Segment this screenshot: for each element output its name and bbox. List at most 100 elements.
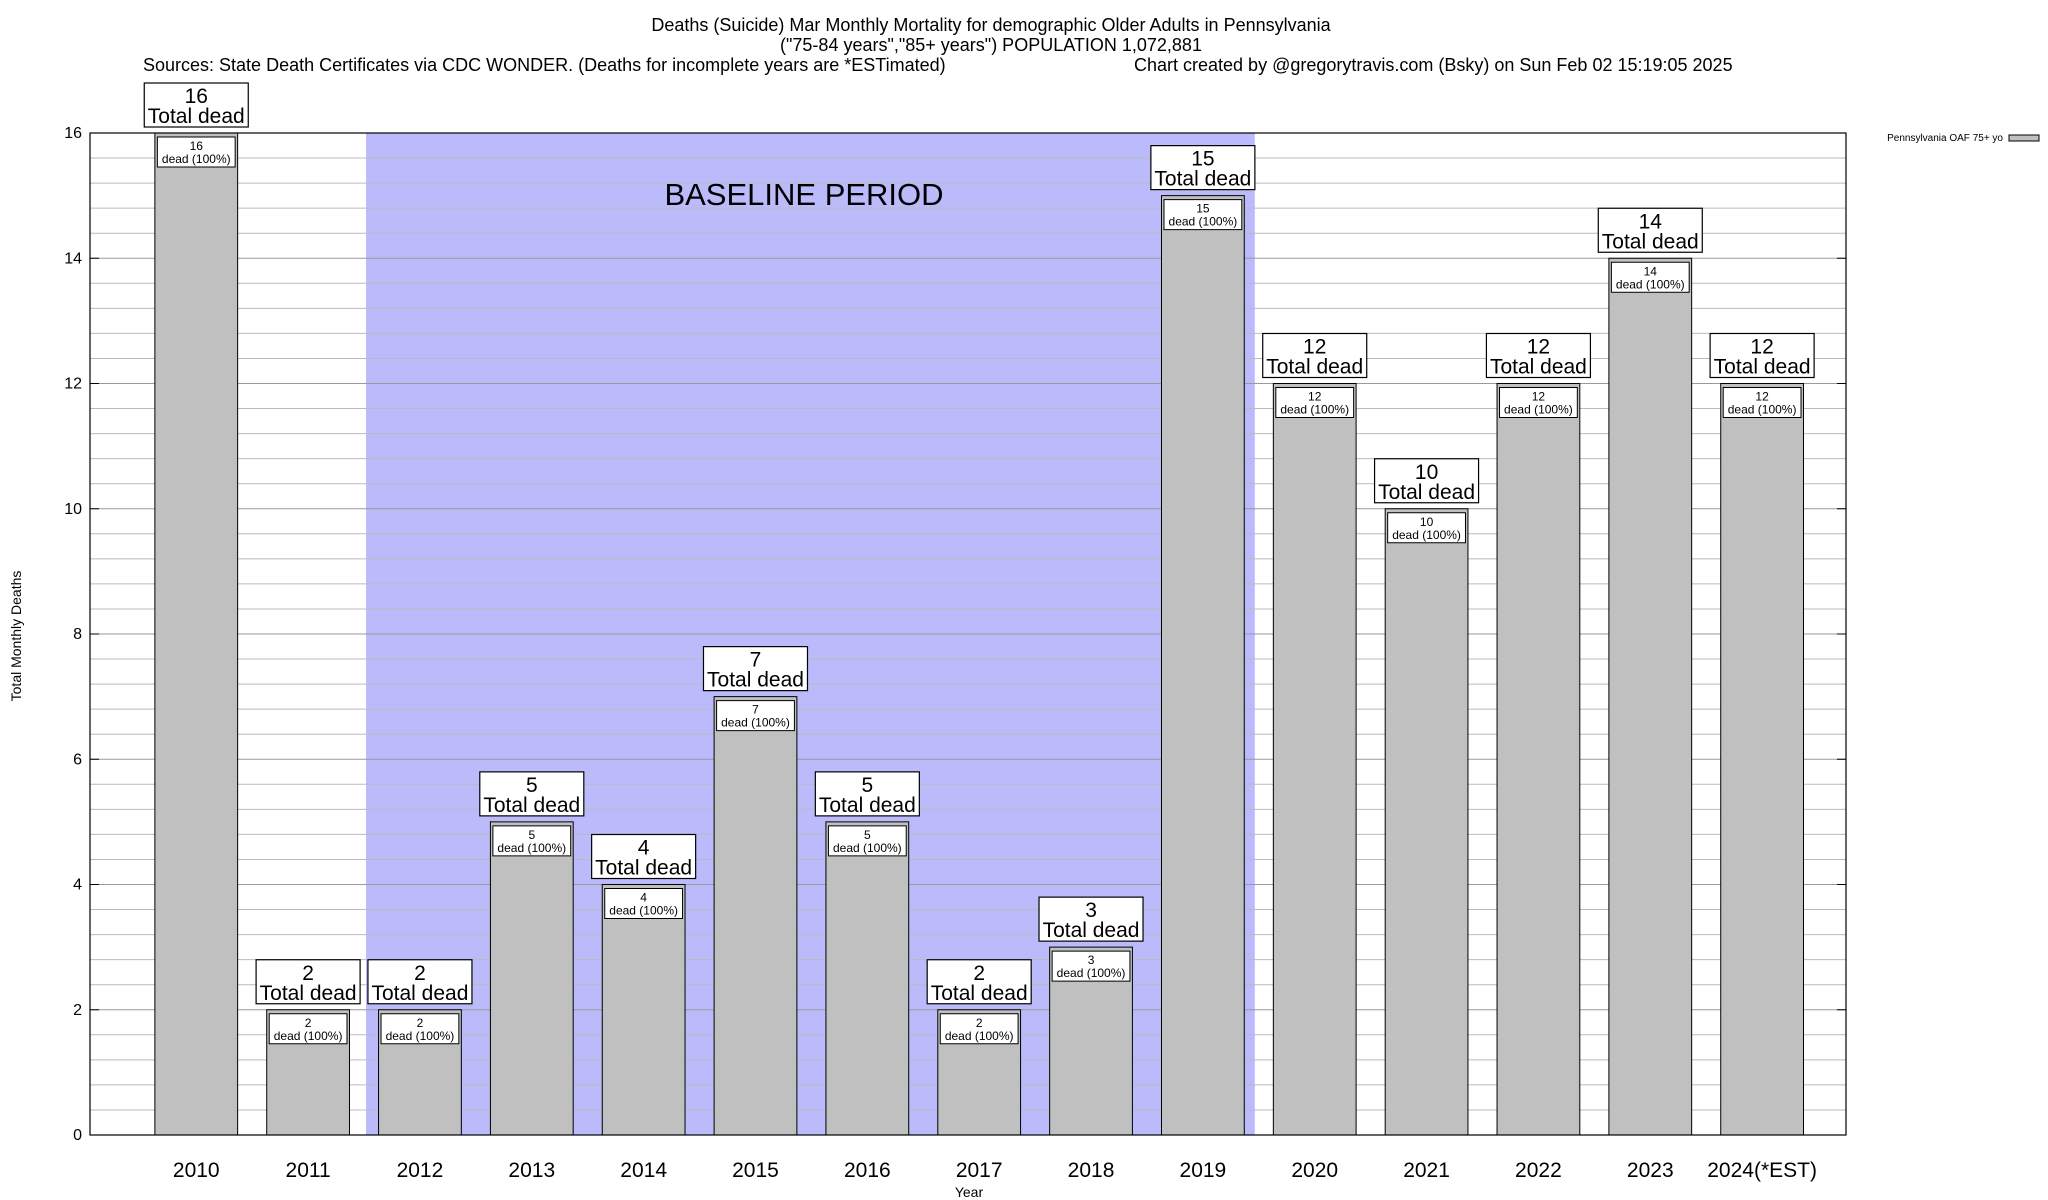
total-value-label: 5 — [861, 774, 873, 797]
inner-value-label: 2 — [417, 1016, 424, 1030]
inner-percent-label: dead (100%) — [609, 904, 678, 918]
bar — [1384, 508, 1469, 1136]
x-tick-label: 2019 — [1180, 1159, 1227, 1182]
legend-label: Pennsylvania OAF 75+ yo — [1887, 133, 2003, 144]
inner-label-box — [1275, 387, 1355, 418]
total-dead-label: Total dead — [595, 857, 692, 880]
total-value-label: 12 — [1750, 336, 1773, 359]
total-label-box — [255, 959, 361, 1005]
inner-percent-label: dead (100%) — [1280, 403, 1349, 417]
total-label-box — [814, 771, 920, 817]
total-label-box — [1262, 332, 1368, 379]
total-dead-label: Total dead — [1154, 168, 1251, 191]
chart-credit: Chart created by @gregorytravis.com (Bsk… — [1134, 55, 1733, 75]
total-label-box — [143, 82, 249, 128]
inner-label-box — [1163, 199, 1243, 231]
total-dead-label: Total dead — [1043, 919, 1140, 942]
total-label-box — [1038, 896, 1144, 942]
legend: Pennsylvania OAF 75+ yo — [1887, 133, 2040, 144]
inner-percent-label: dead (100%) — [1392, 528, 1461, 542]
y-tick-label: 6 — [73, 751, 82, 768]
y-tick-label: 12 — [64, 376, 82, 393]
total-label-box — [367, 959, 473, 1005]
y-axis-label: Total Monthly Deaths — [8, 571, 24, 702]
inner-percent-label: dead (100%) — [386, 1029, 455, 1043]
inner-value-label: 2 — [305, 1016, 312, 1030]
inner-label-box — [1610, 261, 1690, 293]
inner-percent-label: dead (100%) — [1616, 277, 1685, 291]
inner-value-label: 15 — [1196, 202, 1210, 216]
total-value-label: 3 — [1085, 899, 1097, 922]
total-label-box — [1709, 332, 1815, 379]
inner-label-box — [1387, 512, 1466, 544]
total-value-label: 2 — [973, 962, 985, 985]
total-dead-label: Total dead — [819, 794, 916, 817]
x-tick-label: 2012 — [397, 1159, 444, 1182]
total-dead-label: Total dead — [1490, 356, 1587, 379]
bar — [1720, 383, 1804, 1136]
total-dead-label: Total dead — [483, 794, 580, 817]
inner-value-label: 2 — [976, 1016, 983, 1030]
chart-sources: Sources: State Death Certificates via CD… — [143, 55, 946, 75]
y-tick-label: 16 — [64, 125, 82, 142]
inner-percent-label: dead (100%) — [162, 152, 231, 166]
x-tick-label: 2020 — [1291, 1159, 1338, 1182]
y-tick-label: 8 — [73, 626, 82, 643]
baseline-period-label: BASELINE PERIOD — [664, 177, 943, 212]
total-dead-label: Total dead — [148, 105, 245, 128]
bar — [1496, 383, 1581, 1136]
x-tick-label: 2015 — [732, 1159, 779, 1182]
total-label-box — [926, 959, 1032, 1005]
inner-percent-label: dead (100%) — [945, 1029, 1014, 1043]
y-tick-label: 2 — [73, 1002, 82, 1019]
total-dead-label: Total dead — [707, 669, 804, 692]
inner-value-label: 5 — [864, 828, 871, 842]
inner-percent-label: dead (100%) — [721, 716, 790, 730]
y-tick-label: 14 — [64, 250, 82, 267]
total-label-box — [591, 833, 697, 880]
bar — [154, 132, 239, 1136]
inner-value-label: 5 — [528, 828, 535, 842]
inner-value-label: 16 — [190, 139, 204, 153]
x-tick-label: 2013 — [508, 1159, 555, 1182]
inner-label-box — [716, 700, 795, 732]
inner-percent-label: dead (100%) — [274, 1029, 343, 1043]
total-dead-label: Total dead — [931, 982, 1028, 1005]
total-label-box — [1373, 458, 1480, 504]
x-tick-label: 2023 — [1627, 1159, 1674, 1182]
total-dead-label: Total dead — [1602, 230, 1699, 253]
inner-percent-label: dead (100%) — [833, 841, 902, 855]
inner-label-box — [268, 1013, 348, 1045]
total-label-box — [479, 771, 585, 817]
total-value-label: 15 — [1191, 148, 1214, 171]
inner-label-box — [1722, 387, 1802, 418]
inner-value-label: 10 — [1420, 515, 1434, 529]
total-label-box — [1597, 207, 1703, 253]
total-value-label: 14 — [1639, 210, 1663, 233]
total-value-label: 2 — [414, 962, 426, 985]
inner-label-box — [156, 136, 236, 168]
x-tick-label: 2014 — [620, 1159, 667, 1182]
inner-value-label: 3 — [1088, 953, 1095, 967]
inner-percent-label: dead (100%) — [1057, 966, 1126, 980]
total-dead-label: Total dead — [371, 982, 468, 1005]
bar — [1608, 257, 1693, 1136]
bar — [1160, 195, 1245, 1136]
total-dead-label: Total dead — [260, 982, 357, 1005]
inner-value-label: 12 — [1532, 390, 1546, 404]
inner-label-box — [492, 825, 572, 857]
inner-label-box — [380, 1013, 460, 1045]
inner-label-box — [1051, 950, 1131, 982]
x-tick-label: 2021 — [1403, 1159, 1450, 1182]
inner-percent-label: dead (100%) — [1169, 215, 1238, 229]
total-dead-label: Total dead — [1266, 356, 1363, 379]
x-tick-label: 2016 — [844, 1159, 891, 1182]
